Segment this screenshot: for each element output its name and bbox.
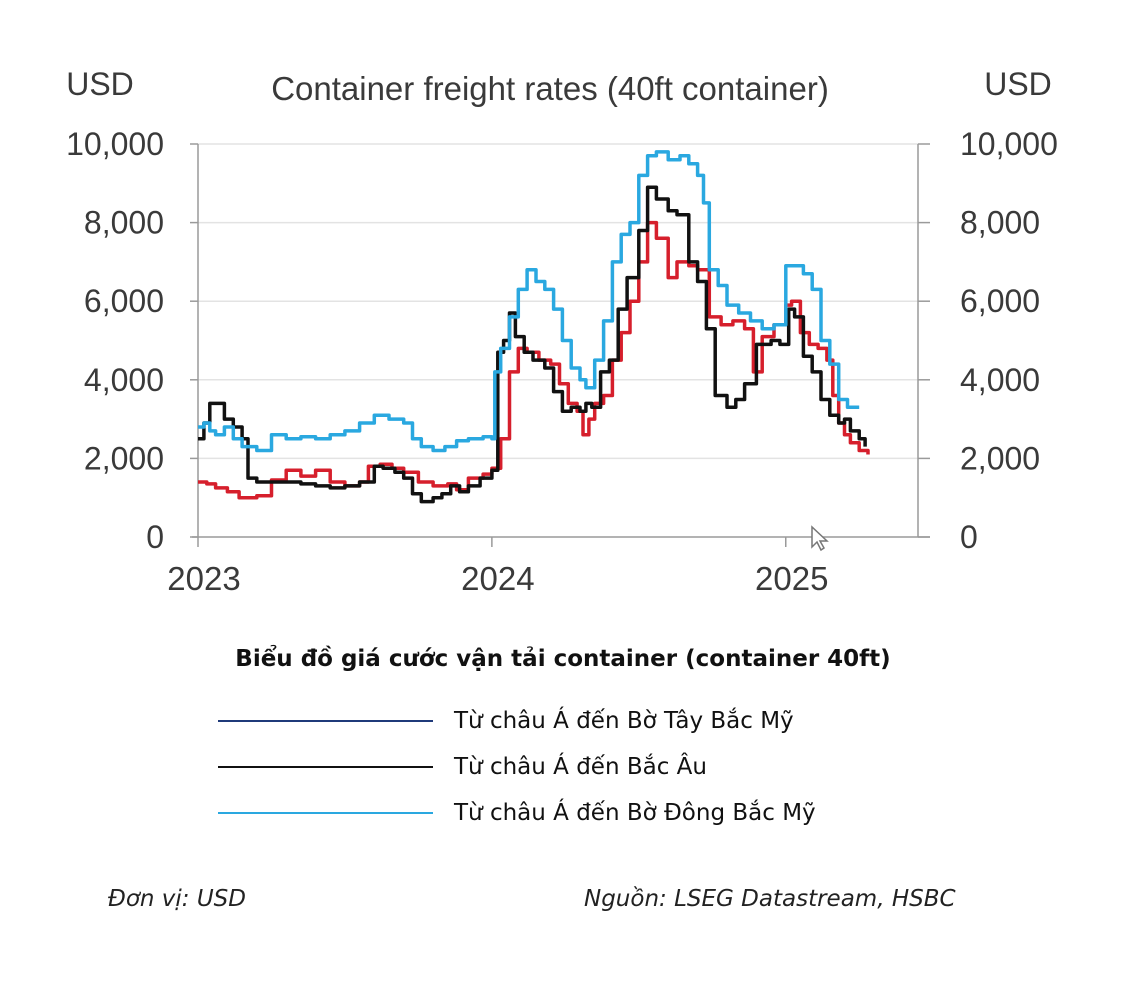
x-tick-label-2: 2025 (755, 560, 828, 597)
right-y-tick-label-3: 6,000 (960, 283, 1040, 319)
mouse-cursor-icon (811, 525, 829, 552)
right-y-tick-label-0: 0 (960, 519, 978, 555)
series-lines (198, 150, 870, 504)
freight-rate-chart: Container freight rates (40ft container)… (66, 66, 1058, 597)
caption-title: Biểu đồ giá cước vận tải container (cont… (235, 646, 891, 672)
x-tick-label-1: 2024 (461, 560, 534, 597)
series-line-us-east-coast (198, 150, 860, 453)
left-y-axis-unit: USD (66, 66, 134, 102)
left-y-tick-label-1: 2,000 (84, 440, 164, 476)
legend-swatch-us-west-coast (218, 720, 433, 722)
left-y-tick-label-4: 8,000 (84, 205, 164, 241)
left-y-tick-label-5: 10,000 (66, 126, 164, 162)
axes: 0 0 2,000 2,000 4,000 4,000 6,000 6,000 8,000 8,0… (66, 126, 1058, 597)
legend-label-us-east-coast: Từ châu Á đến Bờ Đông Bắc Mỹ (454, 800, 816, 826)
source-note: Nguồn: LSEG Datastream, HSBC (584, 886, 956, 912)
right-y-tick-label-5: 10,000 (960, 126, 1058, 162)
right-y-tick-label-1: 2,000 (960, 440, 1040, 476)
legend-label-north-europe: Từ châu Á đến Bắc Âu (454, 754, 707, 780)
gridlines (198, 143, 918, 460)
x-tick-label-0: 2023 (167, 560, 240, 597)
chart-title: Container freight rates (40ft container) (271, 70, 829, 107)
unit-note: Đơn vị: USD (108, 886, 246, 912)
legend-label-us-west-coast: Từ châu Á đến Bờ Tây Bắc Mỹ (454, 708, 794, 734)
left-y-tick-label-0: 0 (146, 519, 164, 555)
left-y-tick-label-2: 4,000 (84, 362, 164, 398)
left-y-tick-label-3: 6,000 (84, 283, 164, 319)
right-y-tick-label-2: 4,000 (960, 362, 1040, 398)
right-y-axis-unit: USD (984, 66, 1052, 102)
right-y-tick-label-4: 8,000 (960, 205, 1040, 241)
series-line-north-europe (198, 185, 867, 504)
legend-swatch-north-europe (218, 766, 433, 768)
legend-swatch-us-east-coast (218, 812, 433, 814)
